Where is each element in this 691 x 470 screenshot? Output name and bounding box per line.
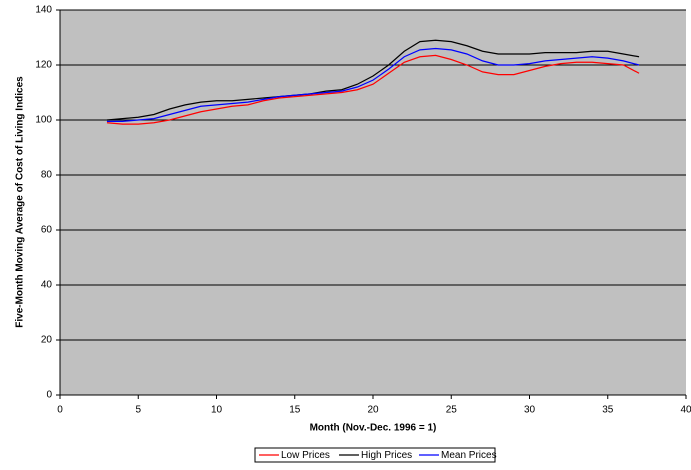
y-tick-label: 100 (35, 115, 52, 126)
y-tick-label: 140 (35, 5, 52, 16)
x-tick-label: 35 (602, 405, 614, 416)
legend-box (254, 447, 496, 463)
legend-label: Mean Prices (441, 450, 497, 461)
legend-label: High Prices (361, 450, 412, 461)
x-axis-title: Month (Nov.-Dec. 1996 = 1) (310, 423, 437, 434)
y-axis-title: Five-Month Moving Average of Cost of Liv… (15, 76, 26, 328)
series-line (106, 54, 640, 125)
y-tick-label: 40 (41, 280, 53, 291)
y-tick-label: 120 (35, 60, 52, 71)
y-tick-label: 20 (41, 335, 53, 346)
y-tick-label: 0 (46, 390, 52, 401)
x-tick-label: 30 (524, 405, 536, 416)
legend-label: Low Prices (281, 450, 330, 461)
series-line (106, 47, 640, 122)
plot-area (60, 10, 686, 395)
x-tick-label: 5 (135, 405, 141, 416)
y-tick-label: 60 (41, 225, 53, 236)
x-tick-label: 40 (680, 405, 691, 416)
x-tick-label: 15 (289, 405, 301, 416)
x-tick-label: 10 (211, 405, 223, 416)
x-tick-label: 0 (57, 405, 63, 416)
x-tick-label: 25 (446, 405, 458, 416)
x-tick-label: 20 (367, 405, 379, 416)
y-tick-label: 80 (41, 170, 53, 181)
series-line (106, 39, 640, 121)
